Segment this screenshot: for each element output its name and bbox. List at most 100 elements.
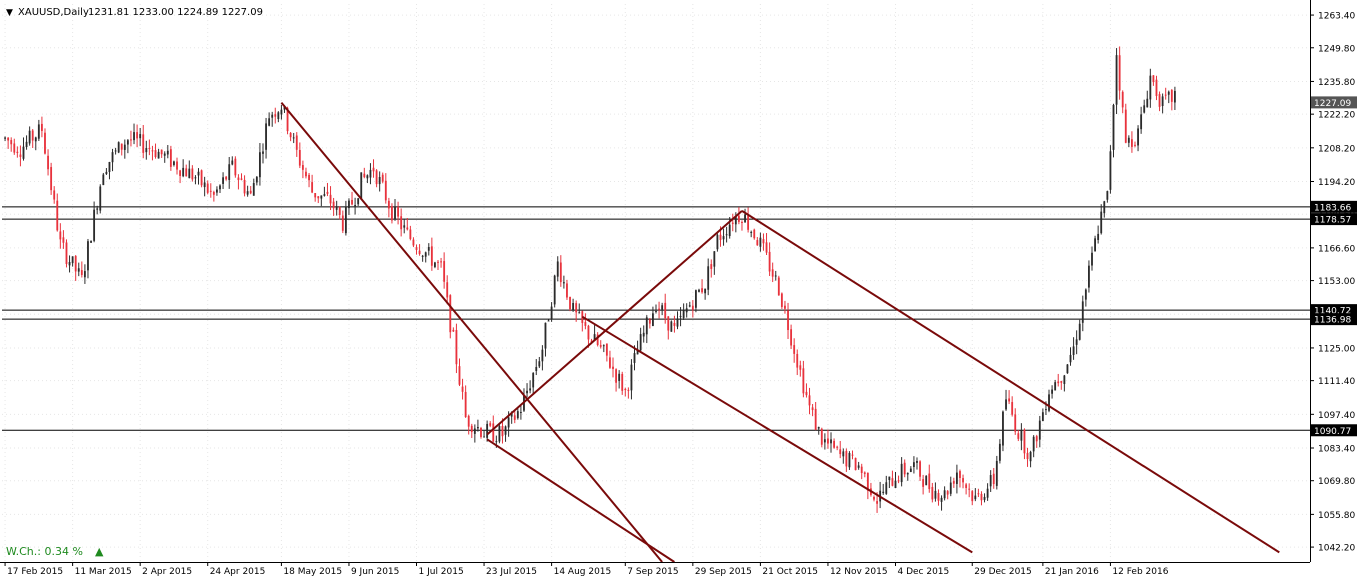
candle-bear [627, 389, 630, 391]
candle-bear [965, 484, 968, 488]
price-tick-label: 1208.20 [1318, 144, 1355, 154]
time-tick-label: 2 Apr 2015 [142, 567, 192, 577]
candle-bear [176, 161, 178, 170]
candle-bear [332, 201, 335, 209]
candle-bull [1005, 399, 1007, 410]
candle-bear [952, 481, 955, 484]
symbol-label: XAUUSD,Daily [18, 7, 89, 18]
candle-bear [787, 310, 789, 331]
time-tick-label: 1 Jul 2015 [419, 567, 464, 577]
candle-bull [519, 411, 522, 413]
candle-bear [903, 462, 906, 475]
candle-bull [83, 271, 86, 278]
candle-bear [44, 132, 46, 154]
candle-bull [348, 200, 350, 209]
candle-bear [992, 473, 995, 485]
candle-bear [1023, 429, 1026, 454]
candle-bull [661, 305, 664, 310]
candle-bull [655, 310, 657, 312]
candle-bear [381, 174, 384, 182]
time-tick-label: 17 Feb 2015 [7, 567, 63, 577]
candle-bear [1057, 381, 1060, 384]
candle-bull [1032, 436, 1035, 452]
candle-bull [292, 137, 295, 139]
candle-bull [713, 251, 716, 267]
up-arrow-icon: ▲ [95, 545, 104, 558]
candle-bear [19, 154, 22, 157]
candle-bear [458, 366, 461, 385]
candle-bull [916, 460, 918, 463]
candle-bull [906, 472, 909, 475]
candle-bear [501, 425, 504, 437]
candle-bear [461, 386, 464, 392]
candle-bear [605, 343, 608, 356]
candle-bear [384, 180, 387, 201]
candle-bull [421, 255, 424, 257]
candle-bull [526, 390, 528, 394]
candle-bull [1066, 364, 1069, 374]
candle-bear [820, 428, 823, 445]
candle-bear [762, 239, 765, 244]
time-tick-label: 23 Jul 2015 [486, 567, 537, 577]
candle-bear [793, 345, 796, 354]
candle-bear [1017, 433, 1020, 439]
price-tick-label: 1194.20 [1318, 178, 1355, 188]
candle-bull [114, 150, 117, 152]
up-channel-line [486, 210, 743, 436]
candle-bear [839, 449, 842, 455]
candle-bull [424, 252, 427, 257]
candle-bear [854, 457, 857, 471]
candle-bull [516, 411, 519, 419]
candle-bull [532, 373, 535, 388]
candle-bull [219, 185, 221, 190]
candle-bull [268, 118, 271, 126]
candle-bear [409, 229, 412, 239]
collapse-arrow-icon[interactable]: ▼ [6, 8, 13, 18]
candle-bear [845, 450, 848, 467]
candle-bear [338, 207, 341, 215]
candle-bear [566, 283, 568, 298]
price-tick-label: 1069.80 [1318, 477, 1355, 487]
candle-bear [648, 319, 651, 324]
candle-bear [56, 200, 59, 231]
level-price-tag: 1178.57 [1314, 216, 1351, 226]
candle-bull [949, 482, 952, 494]
candle-bear [658, 308, 660, 310]
time-tick-label: 24 Apr 2015 [210, 567, 266, 577]
candle-bear [74, 255, 77, 272]
candle-bear [286, 108, 289, 132]
weekly-change-label: W.Ch.: 0.34 % [6, 545, 83, 558]
time-tick-label: 4 Dec 2015 [897, 567, 949, 577]
candle-bull [231, 160, 234, 165]
candle-bull [507, 417, 510, 428]
candle-bear [811, 407, 814, 411]
candle-bear [599, 345, 602, 347]
candle-bear [784, 305, 786, 309]
candle-bull [544, 322, 547, 349]
candle-bull [369, 169, 372, 178]
candle-bear [375, 170, 378, 185]
candle-bear [1121, 91, 1124, 108]
candle-bull [572, 303, 575, 311]
candle-bear [206, 183, 209, 193]
candle-bull [1072, 346, 1075, 355]
candle-bull [842, 451, 845, 457]
candle-bear [833, 440, 836, 448]
candle-bull [1029, 451, 1032, 462]
candle-bear [590, 340, 593, 342]
level-price-tag-bg [1311, 200, 1357, 213]
candle-bull [722, 236, 725, 240]
candle-bull [252, 183, 255, 196]
candle-bear [53, 190, 56, 200]
candle-bear [160, 149, 163, 155]
candle-bear [780, 293, 783, 307]
candle-bull [943, 490, 946, 499]
candle-bear [412, 239, 415, 246]
candle-bear [430, 246, 433, 266]
candle-bull [995, 460, 998, 486]
candle-bear [790, 329, 793, 346]
candle-bull [87, 241, 89, 271]
candle-bull [139, 134, 142, 139]
candle-bull [830, 439, 832, 444]
